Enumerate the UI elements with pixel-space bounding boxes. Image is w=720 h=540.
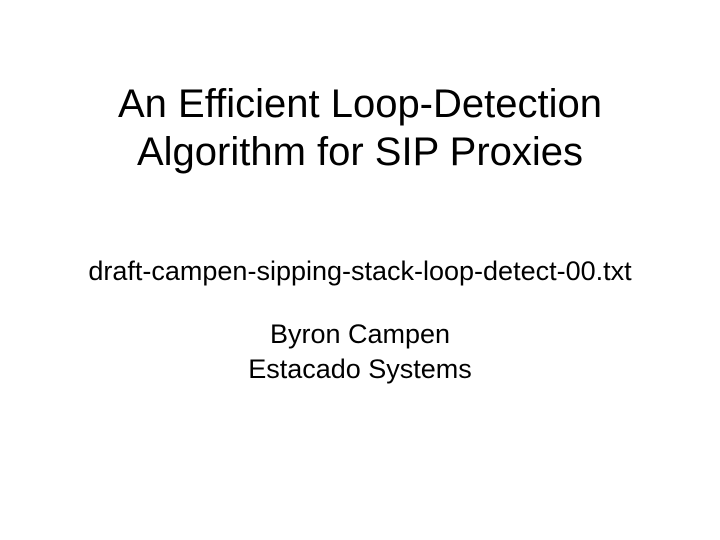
slide-subtitle: draft-campen-sipping-stack-loop-detect-0… [50, 256, 670, 287]
title-line-1: An Efficient Loop-Detection [118, 82, 602, 126]
author-organization: Estacado Systems [248, 354, 472, 384]
slide-title: An Efficient Loop-Detection Algorithm fo… [50, 80, 670, 176]
author-name: Byron Campen [270, 319, 450, 349]
slide-author: Byron Campen Estacado Systems [50, 317, 670, 387]
title-line-2: Algorithm for SIP Proxies [137, 130, 583, 174]
